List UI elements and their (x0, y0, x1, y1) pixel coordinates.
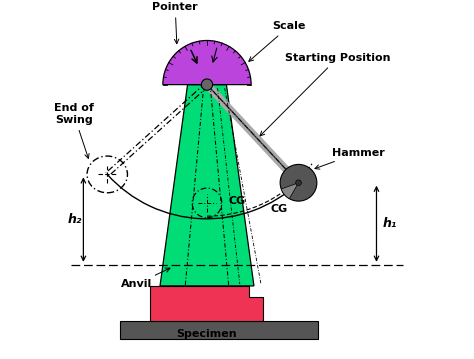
Polygon shape (150, 286, 264, 321)
Wedge shape (163, 41, 251, 85)
Text: End of
Swing: End of Swing (54, 103, 94, 158)
Text: CG: CG (228, 196, 246, 206)
Text: Scale: Scale (249, 21, 306, 61)
Circle shape (296, 180, 301, 186)
Text: h₂: h₂ (67, 213, 82, 226)
Text: Pointer: Pointer (152, 2, 198, 44)
Polygon shape (120, 321, 318, 339)
Text: Anvil: Anvil (121, 268, 170, 289)
Circle shape (280, 164, 317, 201)
Text: Starting Position: Starting Position (260, 53, 390, 136)
Polygon shape (160, 85, 254, 286)
Text: Specimen: Specimen (177, 328, 237, 339)
Circle shape (201, 79, 213, 90)
Wedge shape (281, 183, 299, 199)
Text: Hammer: Hammer (315, 148, 385, 169)
Text: h₁: h₁ (383, 217, 397, 230)
Text: CG: CG (271, 204, 288, 214)
